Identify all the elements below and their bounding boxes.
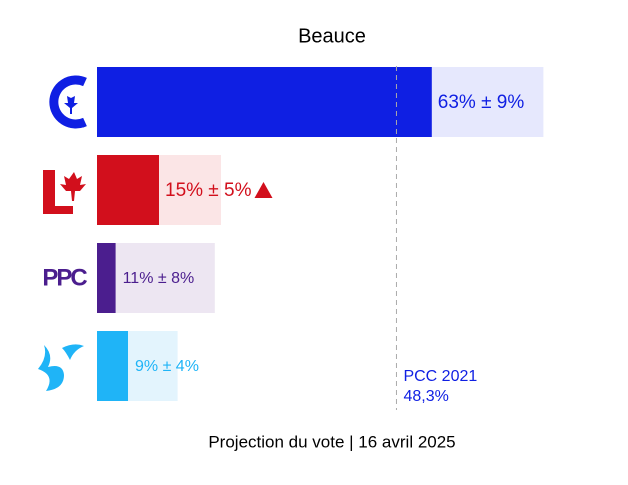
bar (97, 67, 432, 137)
bar (97, 243, 116, 313)
category-label: PPC (42, 264, 87, 291)
trend-up-marker (254, 182, 273, 198)
bar (97, 331, 128, 401)
bar (97, 155, 159, 225)
bq-logo (38, 344, 84, 391)
value-label: 63% ± 9% (438, 92, 525, 113)
reference-name: PCC 2021 (403, 368, 477, 385)
value-label: 11% ± 8% (123, 270, 195, 287)
value-label: 9% ± 4% (135, 358, 199, 375)
value-label: 15% ± 5% (165, 180, 252, 201)
chart-subtitle: Projection du vote | 16 avril 2025 (208, 432, 455, 451)
lpc-logo (43, 170, 86, 214)
cpc-logo (49, 75, 87, 129)
error-range (97, 243, 215, 313)
chart-title: Beauce (298, 25, 366, 47)
reference-label: 48,3% (403, 388, 448, 405)
